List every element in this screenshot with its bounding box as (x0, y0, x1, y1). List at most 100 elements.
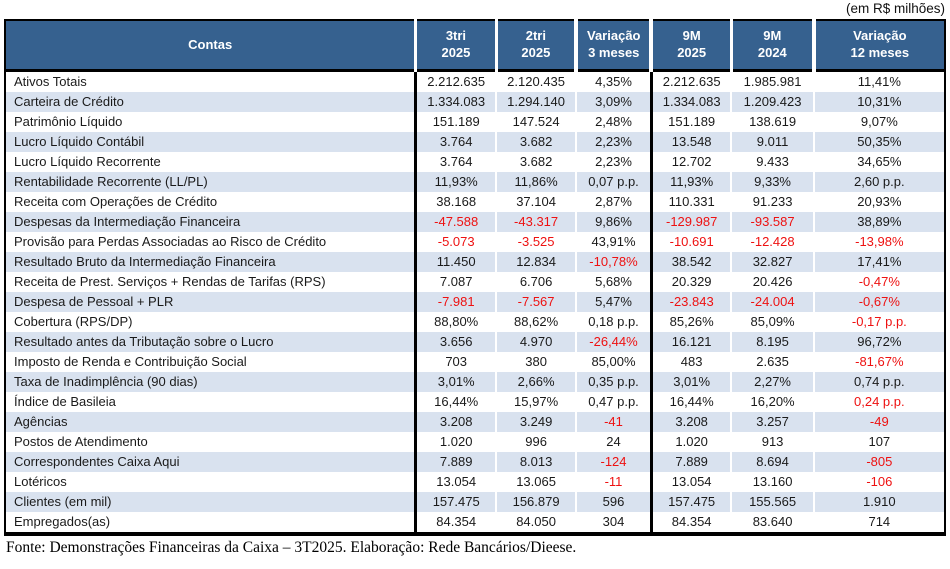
cell-variacao-3-meses: -26,44% (575, 332, 652, 352)
table-body: Ativos Totais 2.212.635 2.120.435 4,35% 2.21… (5, 70, 945, 534)
row-label: Postos de Atendimento (14, 434, 148, 449)
cell-variacao-3-meses: 43,91% (575, 232, 652, 252)
cell-variacao-12-meses: 34,65% (812, 152, 945, 172)
cell-3tri-2025: 11,93% (414, 172, 497, 192)
cell-2tri-2025: 13.065 (495, 472, 577, 492)
cell-2tri-2025: 156.879 (495, 492, 577, 512)
cell-9m-2025: 110.331 (649, 192, 732, 212)
cell-variacao-3-meses: 2,48% (575, 112, 652, 132)
cell-variacao-12-meses: 714 (812, 512, 945, 534)
row-label: Lotéricos (14, 474, 67, 489)
table-row: Resultado Bruto da Intermediação Finance… (5, 252, 945, 272)
cell-variacao-3-meses: 4,35% (575, 70, 652, 92)
cell-variacao-3-meses: 85,00% (575, 352, 652, 372)
cell-2tri-2025: 147.524 (495, 112, 577, 132)
cell-9m-2024: 2,27% (730, 372, 814, 392)
cell-3tri-2025: 13.054 (414, 472, 497, 492)
cell-9m-2024: 16,20% (730, 392, 814, 412)
table-row: Índice de Basileia 16,44% 15,97% 0,47 p.p. 1… (5, 392, 945, 412)
table-row: Rentabilidade Recorrente (LL/PL) 11,93% 11… (5, 172, 945, 192)
cell-9m-2025: 12.702 (649, 152, 732, 172)
cell-variacao-3-meses: -11 (575, 472, 652, 492)
column-header-variacao-3-meses: Variação 3 meses (574, 20, 652, 71)
cell-3tri-2025: 151.189 (414, 112, 497, 132)
cell-9m-2025: 3,01% (649, 372, 732, 392)
cell-9m-2024: 8.694 (730, 452, 814, 472)
header-row: Contas 3tri 2025 2tri 2025 Variação 3 meses… (5, 20, 945, 71)
cell-variacao-12-meses: -0,17 p.p. (812, 312, 945, 332)
table-row: Lucro Líquido Contábil 3.764 3.682 2,23% 13.… (5, 132, 945, 152)
cell-variacao-3-meses: 5,68% (575, 272, 652, 292)
cell-variacao-12-meses: 0,24 p.p. (812, 392, 945, 412)
cell-9m-2024: -93.587 (730, 212, 814, 232)
cell-3tri-2025: 2.212.635 (414, 70, 497, 92)
cell-9m-2025: 1.020 (649, 432, 732, 452)
cell-9m-2024: 155.565 (730, 492, 814, 512)
cell-3tri-2025: 703 (414, 352, 497, 372)
cell-9m-2025: 20.329 (649, 272, 732, 292)
cell-9m-2025: 16,44% (649, 392, 732, 412)
table-row: Despesa de Pessoal + PLR -7.981 -7.567 5,47… (5, 292, 945, 312)
cell-variacao-12-meses: 38,89% (812, 212, 945, 232)
cell-variacao-12-meses: -805 (812, 452, 945, 472)
cell-9m-2025: -129.987 (649, 212, 732, 232)
cell-9m-2025: 1.334.083 (649, 92, 732, 112)
cell-9m-2024: 9,33% (730, 172, 814, 192)
cell-9m-2025: 2.212.635 (649, 70, 732, 92)
cell-2tri-2025: 8.013 (495, 452, 577, 472)
cell-3tri-2025: 7.889 (414, 452, 497, 472)
row-label: Índice de Basileia (14, 394, 116, 409)
row-label: Taxa de Inadimplência (90 dias) (14, 374, 198, 389)
cell-variacao-3-meses: 2,87% (575, 192, 652, 212)
cell-9m-2024: 3.257 (730, 412, 814, 432)
cell-variacao-3-meses: 5,47% (575, 292, 652, 312)
table-row: Carteira de Crédito 1.334.083 1.294.140 3,0… (5, 92, 945, 112)
cell-2tri-2025: 11,86% (495, 172, 577, 192)
cell-2tri-2025: 2,66% (495, 372, 577, 392)
cell-variacao-3-meses: 3,09% (575, 92, 652, 112)
table-header: Contas 3tri 2025 2tri 2025 Variação 3 meses… (5, 20, 945, 71)
cell-9m-2025: 3.208 (649, 412, 732, 432)
cell-3tri-2025: -5.073 (414, 232, 497, 252)
cell-9m-2025: -10.691 (649, 232, 732, 252)
cell-2tri-2025: 2.120.435 (495, 70, 577, 92)
row-label: Carteira de Crédito (14, 94, 124, 109)
table-row: Resultado antes da Tributação sobre o Lu… (5, 332, 945, 352)
row-label: Despesa de Pessoal + PLR (14, 294, 174, 309)
table-row: Imposto de Renda e Contribuição Social 70… (5, 352, 945, 372)
table-row: Receita com Operações de Crédito 38.168 37… (5, 192, 945, 212)
cell-9m-2024: 9.011 (730, 132, 814, 152)
cell-2tri-2025: 3.682 (495, 132, 577, 152)
cell-3tri-2025: 16,44% (414, 392, 497, 412)
cell-9m-2025: 151.189 (649, 112, 732, 132)
row-label: Lucro Líquido Recorrente (14, 154, 161, 169)
cell-variacao-3-meses: 0,07 p.p. (575, 172, 652, 192)
cell-9m-2024: 1.209.423 (730, 92, 814, 112)
cell-2tri-2025: 4.970 (495, 332, 577, 352)
column-header-9m-2025: 9M 2025 (649, 20, 732, 71)
cell-variacao-12-meses: 2,60 p.p. (812, 172, 945, 192)
table-row: Postos de Atendimento 1.020 996 24 1.020 913 1… (5, 432, 945, 452)
cell-9m-2024: -12.428 (730, 232, 814, 252)
cell-9m-2025: 84.354 (649, 512, 732, 534)
row-label: Clientes (em mil) (14, 494, 112, 509)
cell-variacao-12-meses: -0,47% (812, 272, 945, 292)
cell-variacao-12-meses: 9,07% (812, 112, 945, 132)
table-row: Receita de Prest. Serviços + Rendas de T… (5, 272, 945, 292)
table-row: Empregados(as) 84.354 84.050 304 84.354 83.64… (5, 512, 945, 534)
cell-9m-2024: 83.640 (730, 512, 814, 534)
cell-variacao-12-meses: 11,41% (812, 70, 945, 92)
cell-variacao-3-meses: 2,23% (575, 132, 652, 152)
table-row: Correspondentes Caixa Aqui 7.889 8.013 -124… (5, 452, 945, 472)
cell-3tri-2025: 7.087 (414, 272, 497, 292)
cell-9m-2024: 32.827 (730, 252, 814, 272)
cell-3tri-2025: 88,80% (414, 312, 497, 332)
cell-9m-2025: 85,26% (649, 312, 732, 332)
cell-3tri-2025: 3.764 (414, 152, 497, 172)
cell-variacao-12-meses: -0,67% (812, 292, 945, 312)
cell-variacao-3-meses: 24 (575, 432, 652, 452)
cell-2tri-2025: 3.249 (495, 412, 577, 432)
row-label: Empregados(as) (14, 514, 111, 529)
row-label: Resultado antes da Tributação sobre o Lu… (14, 334, 274, 349)
